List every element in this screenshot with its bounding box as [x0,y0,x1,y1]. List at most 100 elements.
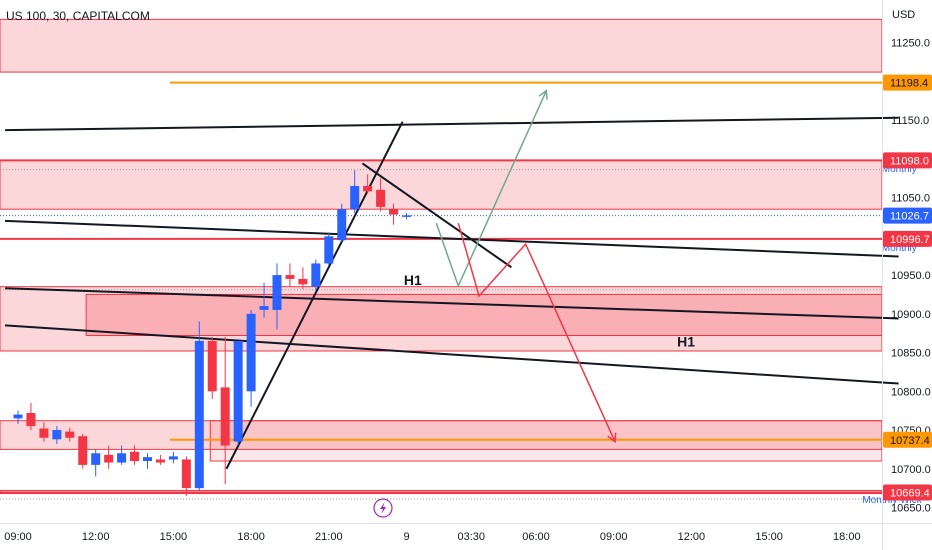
x-tick-label-0: 09:00 [4,531,32,543]
x-tick-label-6: 03:30 [457,531,485,543]
x-tick-label-11: 18:00 [833,531,861,543]
candle-23 [311,259,321,291]
candle-body-6 [91,453,101,465]
candle-29 [389,203,399,225]
candle-body-15 [207,340,217,392]
x-tick-label-8: 09:00 [600,531,628,543]
x-tick-label-10: 15:00 [755,531,783,543]
candle-body-26 [350,185,360,210]
candle-30 [402,213,411,220]
candle-10 [143,453,152,469]
trendline-4 [225,121,404,470]
x-tick-label-7: 06:00 [522,531,550,543]
price-label-box-4 [883,431,932,448]
candle-body-12 [168,456,178,460]
candle-26 [350,170,360,214]
candle-2 [39,422,49,442]
candle-body-1 [26,412,36,427]
candle-3 [52,426,62,444]
trendlines-layer [4,116,899,470]
projection-path-0 [435,90,548,288]
y-tick-label-0: 11250.0 [891,38,930,50]
price-label-box-2 [883,207,932,224]
y-tick-label-4: 11050.0 [891,193,930,205]
price-label-text-5: 10669.4 [890,487,930,499]
candle-8 [117,445,127,465]
candle-5 [78,433,88,469]
candle-13 [181,456,191,496]
x-tick-label-2: 15:00 [160,531,188,543]
price-label-text-0: 11198.4 [890,78,928,90]
x-tick-label-9: 12:00 [678,531,706,543]
candle-body-22 [298,278,308,285]
candle-6 [91,449,101,477]
candle-28 [376,178,386,212]
candle-19 [259,282,269,318]
candle-22 [298,267,308,290]
candle-body-8 [117,453,127,463]
candles-layer [13,170,411,496]
currency-label: USD [892,9,916,21]
candle-0 [13,410,23,424]
candle-7 [104,445,114,469]
candle-17 [233,340,243,446]
candle-body-2 [39,428,49,438]
candle-body-0 [13,414,23,419]
annotation-2: Monthly [882,164,917,175]
candle-body-3 [52,430,62,440]
y-tick-label-2: 11150.0 [891,115,929,127]
zone-dark [85,293,883,336]
candle-11 [155,454,165,465]
trendline-5 [361,162,512,269]
price-label-text-1: 11098.0 [890,155,929,167]
candle-body-29 [389,209,399,215]
projection-paths-layer [435,89,617,444]
zone-1 [0,159,883,210]
price-label-text-3: 10996.7 [890,234,930,246]
zones-layer [0,18,883,495]
y-tick-label-8: 10850.0 [891,348,931,360]
candle-body-28 [376,189,386,207]
zone-2 [0,286,883,352]
x-tick-label-3: 18:00 [237,531,265,543]
annotation-0: H1 [404,272,422,288]
projection-path-1 [457,222,616,442]
candle-body-9 [130,451,140,462]
candle-body-20 [272,275,282,310]
trendline-3 [4,324,899,385]
candle-body-23 [311,263,321,287]
candle-body-21 [285,275,295,279]
events-lightning-glyph [380,502,386,514]
candle-14 [194,321,204,491]
candle-9 [130,445,140,465]
annotation-3: Monthly [882,243,917,254]
candle-body-5 [78,436,88,465]
price-label-text-2: 11026.7 [890,211,929,223]
price-label-box-3 [883,230,932,247]
price-label-text-4: 10737.4 [890,435,930,447]
symbol-title: US 100, 30, CAPITALCOM [6,9,150,23]
candle-body-18 [246,313,256,392]
candle-27 [363,174,373,194]
price-label-box-0 [883,74,932,91]
x-tick-label-4: 21:00 [315,531,343,543]
candle-body-13 [181,459,191,489]
x-tick-label-1: 12:00 [82,531,110,543]
candle-body-27 [363,185,373,192]
zone-0 [0,18,883,73]
y-tick-label-9: 10800.0 [891,386,931,398]
candle-12 [168,451,178,464]
candle-4 [65,427,75,442]
candle-body-25 [337,209,347,241]
candle-15 [207,337,217,400]
projection-arrow-1 [607,432,617,444]
candle-body-17 [233,340,243,442]
candle-body-30 [402,215,411,217]
candle-body-24 [324,236,334,264]
trendline-2 [5,287,899,320]
y-tick-label-11: 10700.0 [891,464,931,476]
candle-24 [324,232,334,266]
candle-body-10 [143,457,152,462]
